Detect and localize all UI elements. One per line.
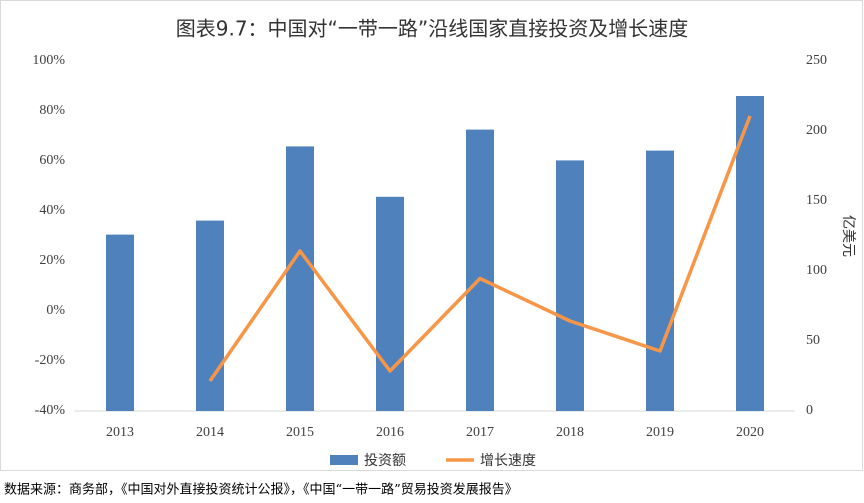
y-tick-label: 20%	[39, 253, 65, 268]
y2-tick-label: 250	[806, 53, 827, 68]
source-note: 数据来源：商务部，《中国对外直接投资统计公报》，《中国“一带一路”贸易投资发展报…	[4, 482, 518, 498]
x-tick-label: 2017	[466, 425, 494, 440]
bar	[106, 234, 134, 411]
x-tick-label: 2018	[556, 425, 584, 440]
y-tick-label: 60%	[39, 153, 65, 168]
bar	[646, 150, 674, 411]
x-tick-label: 2014	[196, 425, 224, 440]
x-tick-label: 2020	[736, 425, 764, 440]
y-tick-label: -40%	[35, 403, 66, 418]
bar	[286, 146, 314, 411]
x-tick-label: 2015	[286, 425, 314, 440]
y2-tick-label: 200	[806, 123, 827, 138]
bar	[736, 96, 764, 411]
x-tick-label: 2019	[646, 425, 674, 440]
y-tick-label: 40%	[39, 203, 65, 218]
y2-tick-label: 50	[806, 333, 820, 348]
chart-border	[0, 0, 863, 471]
legend-label: 增长速度	[480, 453, 536, 469]
y2-tick-label: 150	[806, 193, 827, 208]
x-tick-label: 2013	[106, 425, 134, 440]
y-tick-label: 100%	[32, 53, 65, 68]
y2-tick-label: 100	[806, 263, 827, 278]
y-tick-label: 80%	[39, 103, 65, 118]
x-tick-label: 2016	[376, 425, 404, 440]
bar	[556, 160, 584, 411]
y-tick-label: -20%	[35, 353, 66, 368]
y2-tick-label: 0	[806, 403, 813, 418]
legend-label: 投资额	[364, 453, 406, 469]
line	[208, 115, 752, 382]
legend-swatch	[330, 455, 358, 465]
bar	[376, 196, 404, 411]
y-tick-label: 0%	[46, 303, 65, 318]
bar	[466, 129, 494, 411]
chart-title: 图表9.7：中国对“一带一路”沿线国家直接投资及增长速度	[176, 17, 689, 41]
y2-axis-label: 亿美元	[840, 215, 856, 257]
bar	[196, 220, 224, 411]
